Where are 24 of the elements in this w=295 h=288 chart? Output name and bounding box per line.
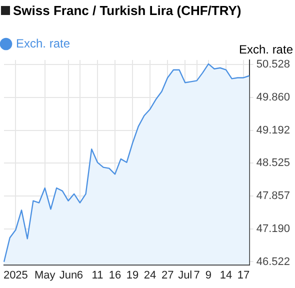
x-tick-label: Jul (178, 269, 192, 282)
x-tick-label: 7 (194, 269, 200, 282)
x-tick-label: 24 (144, 269, 156, 282)
x-tick-label: 2025 (3, 269, 28, 282)
x-tick-label: Jun (59, 269, 78, 282)
y-tick-label: 47.857 (256, 190, 290, 202)
y-tick-label: 48.525 (256, 157, 290, 170)
x-tick-label: 11 (92, 269, 104, 282)
x-tick-label: 27 (161, 269, 174, 282)
x-tick-label: May (34, 269, 56, 282)
y-axis-title: Exch. rate (238, 42, 294, 56)
y-tick-label: 49.192 (256, 124, 290, 136)
y-tick-label: 50.528 (256, 58, 290, 71)
x-tick-label: 6 (76, 269, 84, 282)
y-tick-label: 46.522 (256, 256, 290, 268)
x-tick-label: 17 (237, 269, 250, 282)
x-tick-label: 14 (220, 269, 232, 282)
y-tick-label: 47.190 (256, 222, 290, 235)
chart-title: Swiss Franc / Turkish Lira (CHF/TRY) (13, 2, 242, 18)
y-tick-label: 49.860 (256, 91, 290, 104)
legend-label: Exch. rate (16, 36, 70, 50)
x-tick-label: 9 (205, 269, 212, 282)
x-tick-label: 16 (108, 269, 122, 282)
x-tick-label: 19 (126, 269, 139, 282)
